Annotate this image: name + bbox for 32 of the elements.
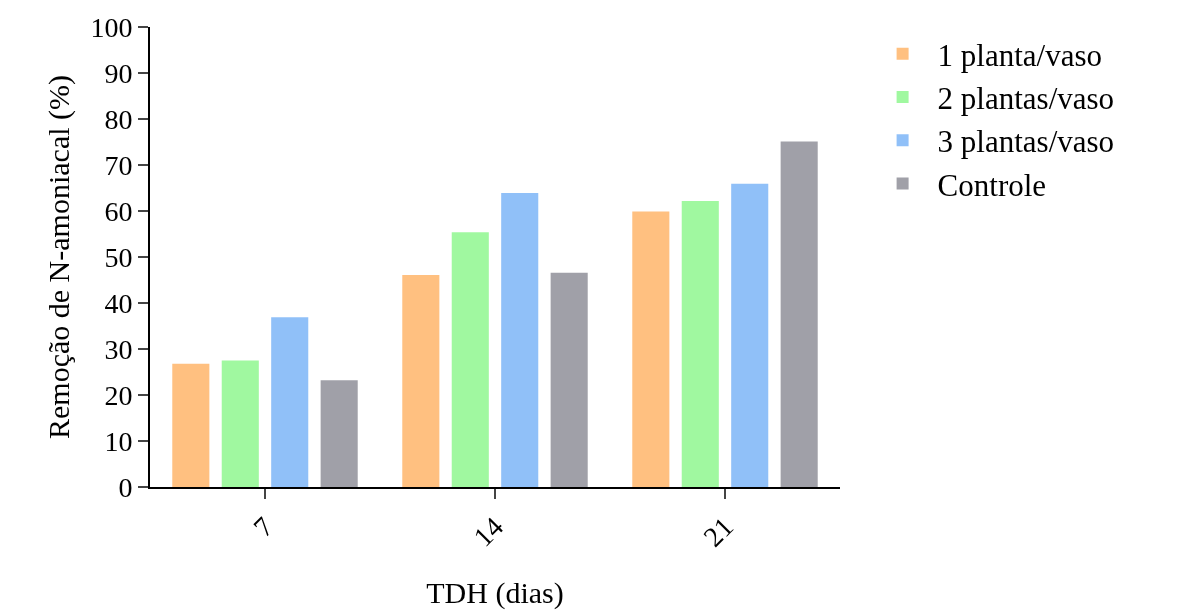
- x-tick-label: 21: [697, 510, 740, 553]
- bar: [451, 232, 489, 487]
- legend-label: 3 plantas/vaso: [937, 124, 1115, 160]
- y-tick-label: 30: [104, 333, 133, 365]
- y-axis-title: Remoção de N-amoniacal (%): [41, 75, 76, 439]
- bar: [780, 141, 818, 487]
- bar: [501, 193, 539, 487]
- y-tick-label: 40: [104, 287, 133, 319]
- legend-label: 1 planta/vaso: [937, 37, 1103, 73]
- y-tick-label: 10: [104, 425, 133, 457]
- y-tick-label: 90: [104, 57, 133, 89]
- y-tick-label: 80: [104, 103, 133, 135]
- y-tick-label: 70: [104, 149, 133, 181]
- bar: [271, 317, 309, 487]
- bar: [681, 200, 719, 487]
- y-tick-label: 0: [118, 471, 133, 503]
- y-tick-label: 50: [104, 241, 133, 273]
- x-tick-label: 14: [467, 510, 510, 553]
- bar: [320, 380, 358, 487]
- bar: [632, 211, 670, 487]
- bar: [731, 183, 769, 487]
- x-axis-title: TDH (dias): [426, 575, 564, 610]
- y-tick-label: 100: [90, 11, 133, 43]
- legend-label: 2 plantas/vaso: [937, 81, 1115, 117]
- y-tick-label: 20: [104, 379, 133, 411]
- bar: [221, 360, 259, 487]
- x-tick-label: 7: [247, 510, 280, 543]
- bar: [550, 272, 588, 487]
- y-tick-label: 60: [104, 195, 133, 227]
- bar: [172, 363, 210, 487]
- legend-label: Controle: [937, 167, 1047, 203]
- bar: [402, 274, 440, 487]
